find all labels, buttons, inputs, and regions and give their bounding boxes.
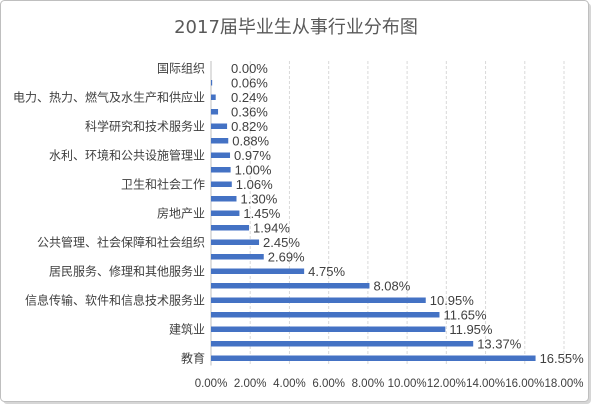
data-label: 0.06% [231, 75, 268, 90]
bar [211, 138, 229, 144]
x-tick-label: 16.00% [505, 378, 544, 390]
bar [211, 94, 216, 100]
bar [211, 254, 264, 260]
data-labels: 0.00%0.06%0.24%0.36%0.82%0.88%0.97%1.00%… [231, 61, 584, 366]
category-label: 公共管理、社会保障和社会组织 [37, 234, 205, 249]
data-label: 0.82% [231, 119, 268, 134]
bar [211, 341, 474, 347]
bar [211, 239, 260, 245]
category-labels: 国际组织电力、热力、燃气及水生产和供应业科学研究和技术服务业水利、环境和公共设施… [13, 61, 205, 365]
x-tick-label: 0.00% [195, 378, 228, 390]
category-label: 水利、环境和公共设施管理业 [49, 147, 205, 162]
bar [211, 297, 426, 303]
data-label: 13.37% [477, 336, 522, 351]
x-tick-label: 12.00% [427, 378, 466, 390]
data-label: 11.95% [449, 322, 493, 337]
bar [211, 312, 440, 318]
x-tick-label: 14.00% [466, 378, 505, 390]
data-label: 0.00% [231, 61, 268, 76]
x-tick-label: 18.00% [544, 378, 583, 390]
category-label: 国际组织 [157, 61, 205, 75]
bar [211, 167, 231, 173]
bar [211, 109, 219, 115]
bar [211, 181, 232, 187]
category-label: 电力、热力、燃气及水生产和供应业 [13, 89, 205, 104]
data-label: 16.55% [540, 351, 585, 366]
x-tick-label: 8.00% [352, 378, 385, 390]
category-label: 居民服务、修理和其他服务业 [49, 263, 205, 278]
bars [211, 80, 536, 361]
category-label: 房地产业 [157, 205, 205, 220]
data-label: 0.97% [234, 148, 271, 163]
data-label: 11.65% [443, 307, 487, 322]
data-label: 0.88% [232, 133, 269, 148]
bar [211, 80, 213, 86]
x-tick-labels: 0.00% 2.00% 4.00% 6.00% 8.00% 10.00% 12.00% 14.… [195, 378, 584, 390]
chart-title: 2017届毕业生从事行业分布图 [174, 17, 418, 38]
gridlines [249, 61, 565, 366]
bar [211, 210, 240, 216]
x-tick-label: 4.00% [273, 378, 306, 390]
category-label: 科学研究和技术服务业 [85, 118, 205, 133]
bar [211, 152, 231, 158]
x-tick-label: 10.00% [388, 378, 427, 390]
bar [211, 225, 250, 231]
data-label: 10.95% [430, 293, 475, 308]
data-label: 1.30% [240, 191, 277, 206]
data-label: 1.00% [235, 162, 272, 177]
x-tick-label: 2.00% [234, 378, 267, 390]
x-tick-label: 6.00% [312, 378, 345, 390]
data-label: 0.24% [231, 90, 268, 105]
bar [211, 268, 305, 274]
bar [211, 196, 237, 202]
bar [211, 355, 536, 361]
data-label: 0.36% [231, 104, 268, 119]
category-label: 建筑业 [169, 321, 205, 336]
data-label: 1.06% [236, 177, 273, 192]
bar [211, 326, 446, 332]
category-label: 信息传输、软件和信息技术服务业 [25, 292, 205, 307]
data-label: 4.75% [308, 264, 345, 279]
data-label: 1.45% [243, 206, 280, 221]
bar [211, 283, 370, 289]
data-label: 2.69% [268, 249, 305, 264]
data-label: 2.45% [263, 235, 300, 250]
data-label: 8.08% [373, 278, 410, 293]
bar [211, 123, 228, 129]
category-label: 卫生和社会工作 [121, 176, 205, 191]
data-label: 1.94% [253, 220, 290, 235]
category-label: 教育 [181, 350, 205, 365]
